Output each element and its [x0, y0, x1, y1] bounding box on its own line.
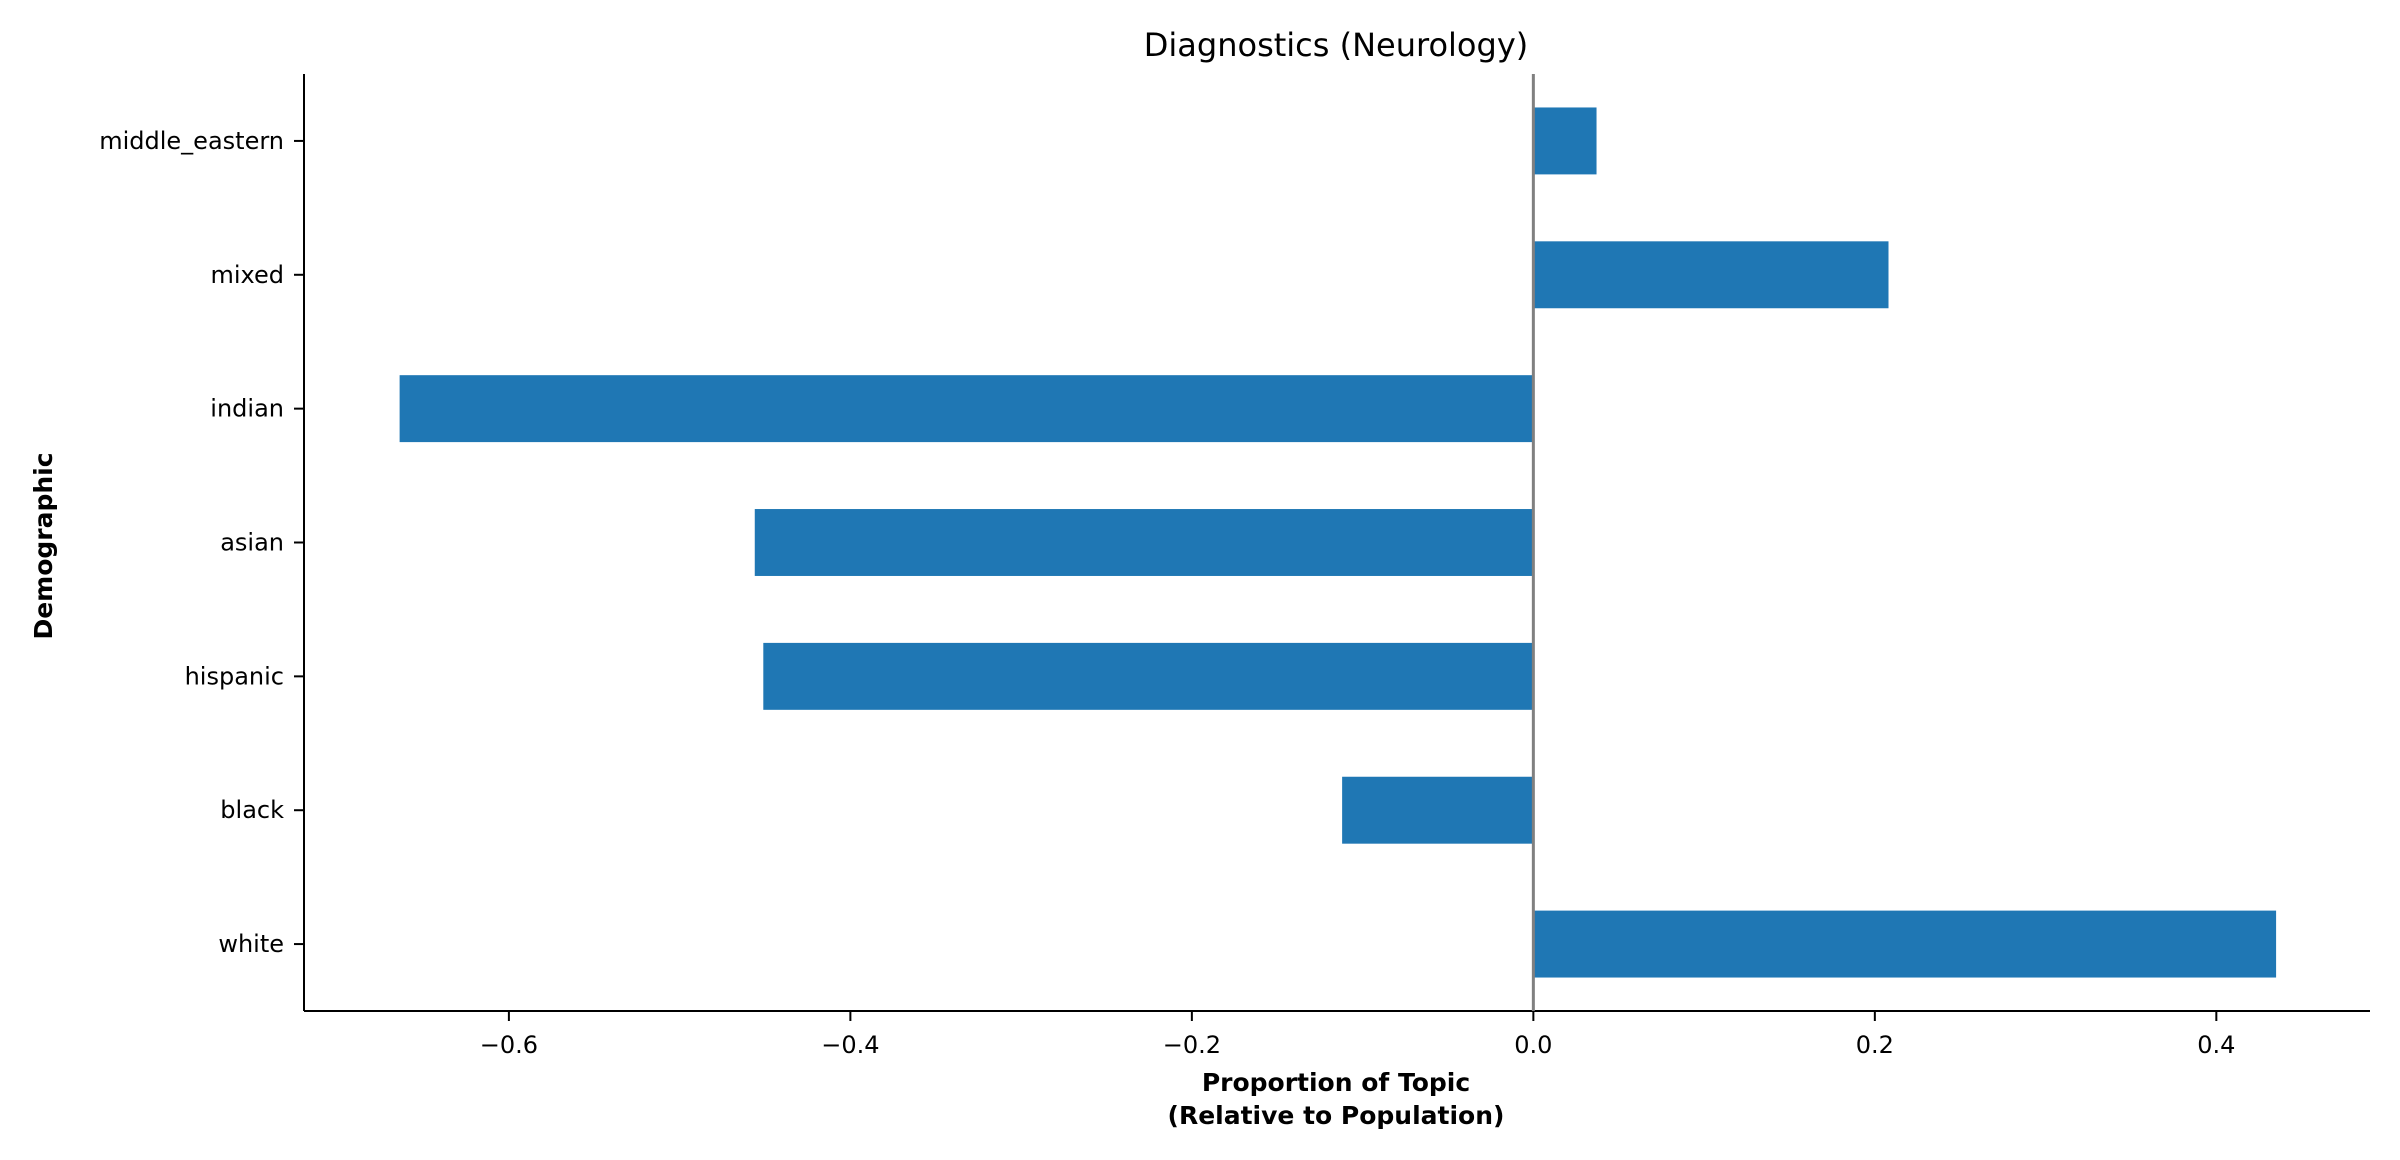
- bar-middle_eastern: [1533, 107, 1597, 175]
- y-tick-label: asian: [220, 529, 284, 557]
- x-tick-label: −0.4: [821, 1031, 879, 1059]
- x-tick-label: 0.4: [2197, 1031, 2235, 1059]
- bar-indian: [399, 375, 1534, 443]
- bar-asian: [754, 509, 1534, 576]
- y-tick-label: hispanic: [185, 662, 284, 690]
- bar-mixed: [1533, 241, 1889, 309]
- bar-hispanic: [763, 642, 1534, 710]
- chart-title: Diagnostics (Neurology): [1144, 26, 1528, 64]
- x-tick-label: 0.2: [1856, 1031, 1894, 1059]
- x-tick-label: −0.6: [480, 1031, 538, 1059]
- x-tick-label: 0.0: [1514, 1031, 1552, 1059]
- bars-group: [399, 107, 2277, 978]
- y-axis-title: Demographic: [29, 452, 58, 639]
- y-tick-label: indian: [210, 395, 284, 423]
- y-tick-label: white: [218, 930, 284, 958]
- bar-black: [1342, 776, 1534, 844]
- y-tick-label: mixed: [210, 261, 284, 289]
- x-axis-title-line2: (Relative to Population): [1168, 1101, 1505, 1130]
- x-axis-ticks: −0.6 −0.4 −0.2 0.0 0.2 0.4: [480, 1011, 2235, 1059]
- y-tick-label: middle_eastern: [99, 127, 284, 155]
- x-axis-title-line1: Proportion of Topic: [1202, 1068, 1470, 1097]
- bar-white: [1533, 910, 2277, 978]
- y-tick-label: black: [220, 796, 284, 824]
- y-axis-ticks: white black hispanic asian indian mixed middle…: [99, 127, 304, 958]
- x-tick-label: −0.2: [1163, 1031, 1221, 1059]
